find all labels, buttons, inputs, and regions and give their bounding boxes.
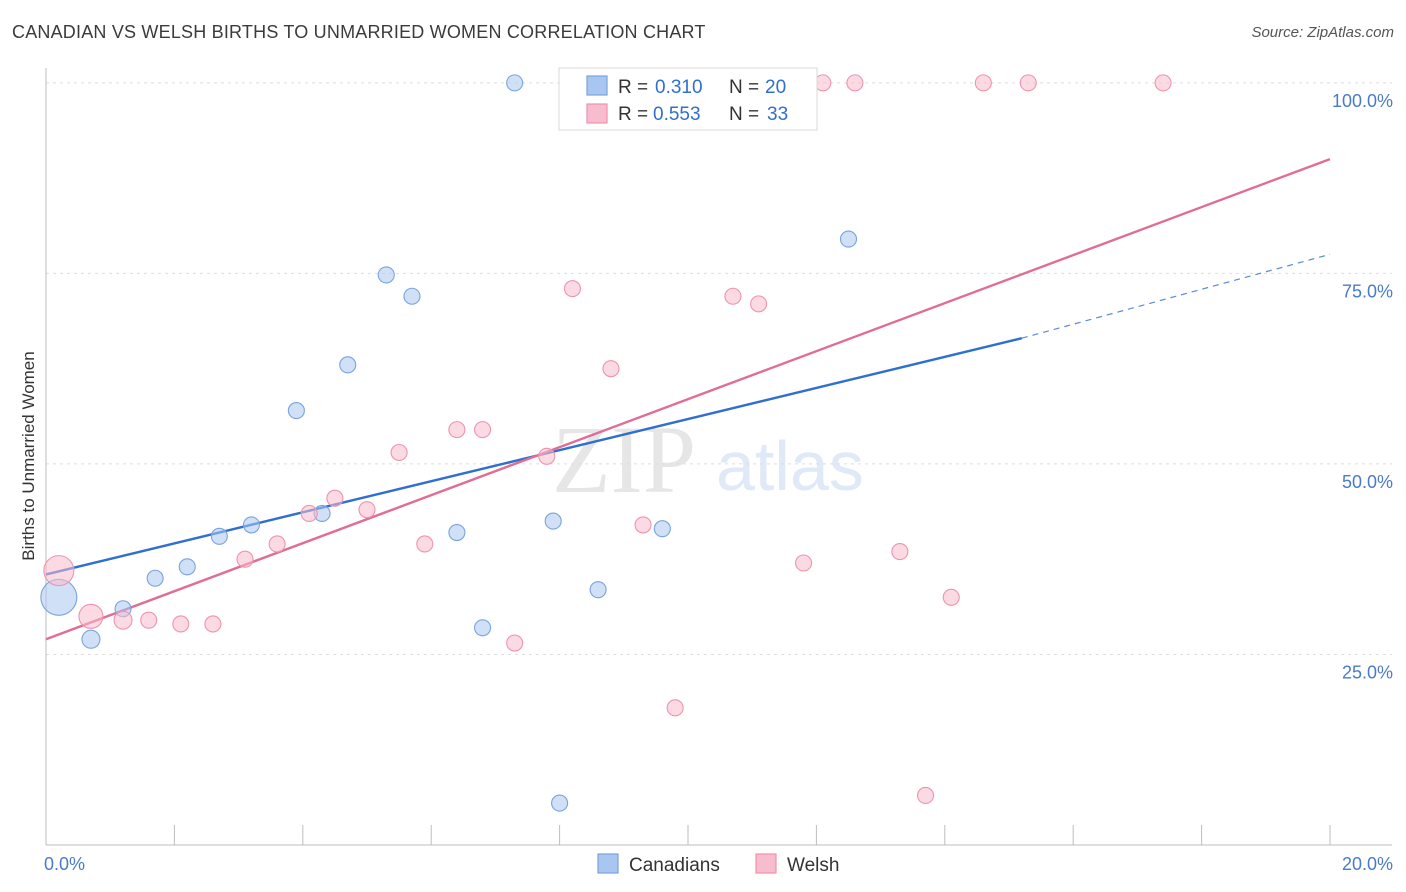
point-canadians-10: [377, 266, 395, 284]
x-tick-label-0: 0.0%: [44, 854, 85, 874]
point-welsh-30: [974, 74, 992, 92]
point-welsh-9: [326, 489, 344, 507]
point-welsh-23: [750, 295, 768, 313]
point-welsh-6: [236, 550, 254, 568]
point-welsh-29: [942, 588, 960, 606]
point-canadians-19: [839, 230, 858, 248]
point-welsh-15: [506, 634, 524, 652]
point-welsh-13: [448, 421, 466, 439]
point-canadians-7: [287, 402, 305, 420]
legend-n-value-canadians: 20: [765, 77, 786, 98]
point-welsh-28: [916, 786, 935, 805]
legend-swatch-canadians: [586, 75, 608, 96]
trend-lines: [45, 157, 1331, 641]
point-canadians-12: [448, 523, 466, 542]
watermark: ZIP atlas: [552, 406, 864, 513]
legend-r-value-canadians: 0.310: [655, 77, 703, 98]
point-canadians-1: [81, 629, 101, 649]
x-tick-labels: 0.0% 20.0%: [44, 854, 1393, 874]
series-legend-label-welsh: Welsh: [787, 855, 839, 876]
point-welsh-26: [846, 74, 864, 92]
point-canadians-13: [474, 619, 492, 637]
point-welsh-3: [140, 611, 158, 629]
legend-swatch-welsh: [586, 103, 608, 124]
trend-line-welsh: [45, 157, 1331, 641]
legend-n-label-welsh: N =: [729, 104, 759, 125]
point-welsh-31: [1019, 74, 1037, 92]
point-welsh-16: [538, 447, 556, 465]
x-tick-label-1: 20.0%: [1342, 854, 1393, 874]
point-welsh-5: [204, 615, 222, 633]
point-canadians-14: [506, 74, 524, 92]
y-axis-label: Births to Unmarried Women: [19, 351, 38, 560]
legend-r-label-welsh: R =: [618, 104, 648, 125]
point-canadians-4: [178, 558, 196, 576]
point-welsh-22: [724, 287, 742, 305]
axes: [45, 68, 1392, 846]
point-welsh-11: [390, 443, 408, 462]
chart-source: Source: ZipAtlas.com: [1251, 24, 1394, 41]
point-welsh-27: [891, 543, 909, 561]
series-legend: Canadians Welsh: [597, 853, 839, 876]
point-welsh-10: [358, 501, 376, 519]
legend-n-label-canadians: N =: [729, 77, 759, 98]
watermark-atlas: atlas: [716, 427, 864, 505]
trend-extension-canadians: [1021, 253, 1331, 339]
point-welsh-8: [300, 504, 318, 523]
point-welsh-7: [268, 535, 286, 553]
y-tick-labels: 25.0% 50.0% 75.0% 100.0%: [1332, 91, 1393, 683]
legend-r-value-welsh: 0.553: [653, 104, 701, 125]
point-welsh-4: [172, 615, 190, 633]
point-welsh-24: [795, 554, 813, 572]
point-canadians-5: [210, 527, 228, 545]
point-canadians-6: [242, 516, 260, 534]
point-welsh-14: [474, 421, 492, 439]
stats-legend: R = 0.310 N = 20 R = 0.553 N = 33: [558, 67, 818, 131]
legend-r-label-canadians: R =: [618, 77, 648, 98]
point-canadians-9: [339, 356, 357, 374]
point-canadians-16: [551, 794, 569, 812]
point-welsh-18: [602, 360, 620, 378]
y-tick-label-0: 25.0%: [1342, 662, 1393, 682]
point-canadians-11: [403, 287, 421, 305]
y-tick-label-2: 75.0%: [1342, 281, 1393, 301]
point-welsh-2: [113, 610, 133, 630]
chart-title: CANADIAN VS WELSH BIRTHS TO UNMARRIED WO…: [12, 22, 706, 42]
y-tick-label-3: 100.0%: [1332, 91, 1393, 111]
point-welsh-19: [634, 516, 652, 534]
point-canadians-15: [544, 512, 562, 530]
point-welsh-1: [78, 603, 104, 629]
point-welsh-32: [1154, 74, 1172, 92]
series-legend-label-canadians: Canadians: [629, 855, 720, 876]
point-welsh-17: [563, 280, 581, 298]
point-welsh-20: [666, 699, 684, 717]
series-legend-swatch-welsh: [755, 853, 777, 874]
point-canadians-18: [653, 520, 671, 538]
point-welsh-0: [43, 555, 75, 587]
y-tick-label-1: 50.0%: [1342, 472, 1393, 492]
series-legend-swatch-canadians: [597, 853, 619, 874]
point-welsh-12: [416, 535, 434, 553]
point-canadians-17: [589, 581, 607, 599]
grid: [46, 82, 1392, 655]
legend-n-value-welsh: 33: [767, 104, 788, 125]
point-canadians-3: [146, 569, 164, 587]
